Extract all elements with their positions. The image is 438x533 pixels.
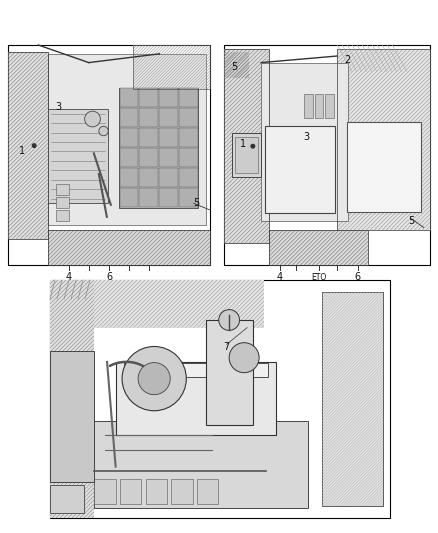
- Text: 7: 7: [224, 342, 230, 352]
- Bar: [232, 133, 261, 177]
- Text: 6: 6: [355, 272, 361, 282]
- Circle shape: [219, 310, 240, 330]
- Bar: [139, 188, 158, 207]
- Bar: [116, 362, 276, 435]
- Circle shape: [251, 144, 255, 149]
- Bar: [120, 479, 141, 504]
- Text: 3: 3: [304, 132, 310, 142]
- Bar: [179, 108, 198, 127]
- Circle shape: [138, 362, 170, 395]
- Circle shape: [32, 143, 37, 148]
- Bar: [94, 280, 264, 328]
- Bar: [94, 421, 308, 508]
- Bar: [337, 50, 430, 230]
- Bar: [265, 126, 335, 213]
- Bar: [159, 88, 178, 107]
- Bar: [50, 484, 84, 513]
- Bar: [159, 148, 178, 167]
- Bar: [179, 128, 198, 147]
- Bar: [133, 45, 210, 89]
- Bar: [49, 230, 210, 265]
- Bar: [205, 320, 253, 425]
- Bar: [139, 108, 158, 127]
- Bar: [139, 128, 158, 147]
- Text: ETO: ETO: [311, 272, 326, 281]
- Bar: [120, 188, 138, 207]
- Bar: [56, 210, 69, 221]
- Text: 3: 3: [56, 102, 62, 111]
- Text: 6: 6: [106, 272, 112, 282]
- Bar: [171, 479, 193, 504]
- Text: 5: 5: [408, 216, 415, 226]
- Bar: [197, 479, 219, 504]
- Bar: [120, 88, 138, 107]
- Bar: [145, 479, 167, 504]
- Bar: [50, 351, 94, 482]
- Text: 4: 4: [66, 272, 72, 282]
- Text: 4: 4: [276, 272, 283, 282]
- Bar: [269, 230, 368, 265]
- Bar: [235, 138, 258, 173]
- Bar: [124, 364, 268, 376]
- Bar: [139, 88, 158, 107]
- Bar: [120, 128, 138, 147]
- Bar: [159, 168, 178, 187]
- Bar: [139, 168, 158, 187]
- Bar: [159, 108, 178, 127]
- Bar: [179, 168, 198, 187]
- Bar: [120, 148, 138, 167]
- Bar: [8, 52, 49, 239]
- Bar: [94, 479, 116, 504]
- Bar: [179, 148, 198, 167]
- Bar: [56, 197, 69, 208]
- Bar: [304, 94, 313, 118]
- Bar: [139, 148, 158, 167]
- Text: 5: 5: [231, 62, 237, 72]
- Bar: [8, 45, 210, 265]
- Circle shape: [99, 126, 108, 136]
- Bar: [49, 109, 108, 204]
- Bar: [179, 188, 198, 207]
- Bar: [159, 188, 178, 207]
- Circle shape: [85, 111, 100, 127]
- Bar: [120, 168, 138, 187]
- Bar: [315, 94, 323, 118]
- Bar: [50, 280, 94, 518]
- Bar: [50, 280, 390, 518]
- Bar: [8, 52, 49, 239]
- Text: 1: 1: [19, 146, 25, 156]
- Bar: [224, 45, 430, 265]
- Bar: [261, 62, 348, 221]
- Bar: [56, 183, 69, 195]
- Bar: [49, 230, 210, 265]
- Bar: [337, 50, 430, 230]
- Text: 5: 5: [193, 198, 199, 208]
- Bar: [322, 292, 383, 506]
- Circle shape: [122, 346, 186, 411]
- Bar: [119, 88, 198, 208]
- Bar: [346, 122, 421, 212]
- Bar: [269, 230, 368, 265]
- Bar: [325, 94, 334, 118]
- Circle shape: [229, 343, 259, 373]
- Bar: [179, 88, 198, 107]
- Text: 1: 1: [240, 139, 246, 149]
- Bar: [224, 50, 269, 243]
- Text: 2: 2: [344, 55, 351, 66]
- Bar: [49, 54, 206, 225]
- Bar: [120, 108, 138, 127]
- Bar: [224, 50, 269, 243]
- Bar: [159, 128, 178, 147]
